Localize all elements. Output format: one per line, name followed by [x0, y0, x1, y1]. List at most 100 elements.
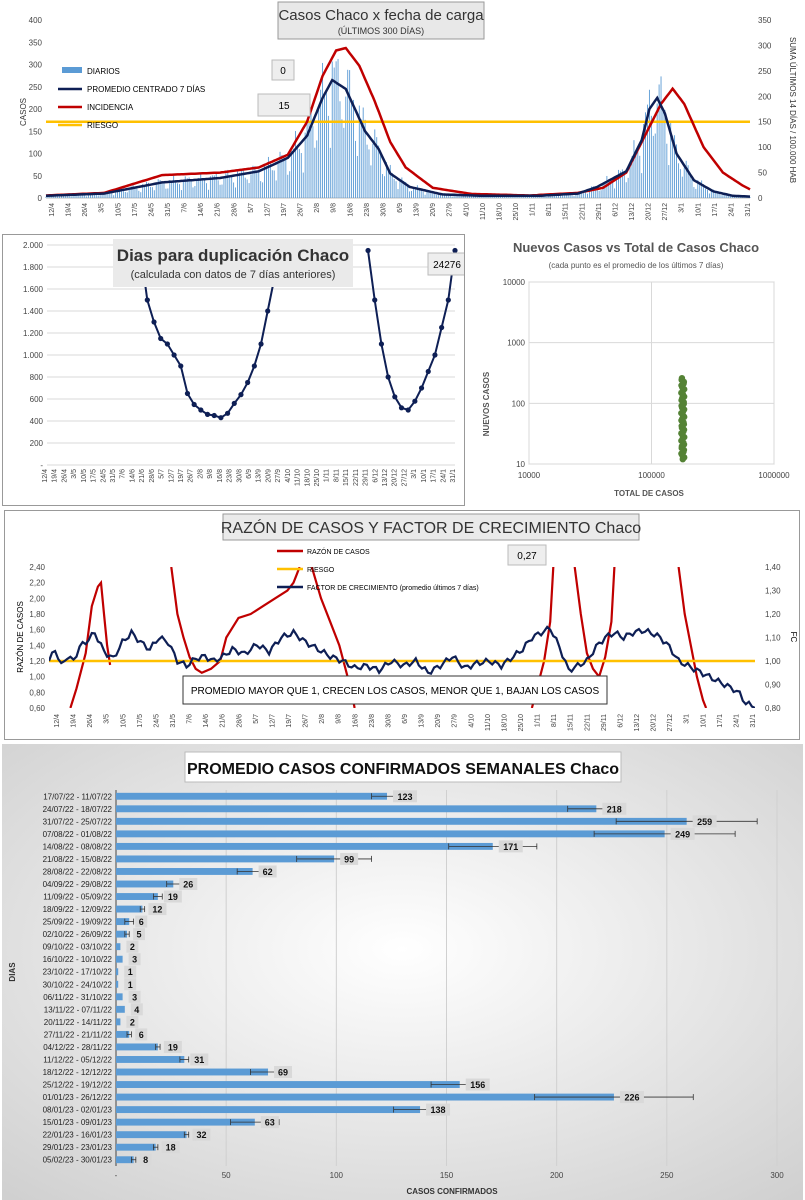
razon-y2-tick: 1,20 [765, 610, 781, 619]
diarios-bar [571, 195, 573, 198]
casos-x-tick: 11/10 [480, 203, 487, 220]
diarios-bar [403, 180, 405, 198]
diarios-bar [492, 196, 494, 198]
diarios-bar [57, 195, 59, 198]
diarios-bar [314, 147, 316, 198]
diarios-bar [122, 191, 124, 198]
duplicacion-x-tick: 14/6 [129, 469, 136, 483]
semanales-value-box [426, 1103, 451, 1116]
semanales-bar [116, 830, 665, 838]
razon-title-box [222, 513, 640, 541]
diarios-bar [68, 194, 70, 198]
diarios-bar [194, 186, 196, 198]
diarios-bar [631, 156, 633, 198]
diarios-bar [99, 195, 101, 198]
semanales-bar [116, 1081, 460, 1088]
diarios-bar [289, 171, 291, 198]
semanales-value-box [340, 852, 359, 865]
diarios-bar [608, 179, 610, 198]
diarios-bar [333, 67, 335, 198]
diarios-bar [356, 155, 358, 198]
razon-y2-tick: 1,40 [765, 563, 781, 572]
diarios-bar [639, 155, 641, 198]
semanales-value-label: 6 [139, 1030, 144, 1040]
semanales-category-label: 05/02/23 - 30/01/23 [43, 1156, 113, 1165]
semanales-value-box [190, 1053, 209, 1066]
diarios-bar [293, 148, 295, 198]
semanales-value-box [130, 1003, 143, 1016]
diarios-bar [256, 170, 258, 198]
casos-x-tick: 20/9 [430, 203, 437, 217]
semanales-bar [116, 1093, 614, 1101]
casos-x-tick: 30/8 [380, 203, 387, 217]
diarios-bar [411, 190, 412, 198]
semanales-x-tick: 300 [770, 1171, 784, 1180]
diarios-bar [279, 151, 281, 198]
diarios-bar [517, 196, 519, 198]
razon-x-tick: 20/12 [651, 714, 658, 732]
razon-x-tick: 12/4 [54, 714, 61, 728]
razon-fc-line [49, 625, 755, 708]
duplicacion-point [452, 247, 458, 254]
semanales-bar [116, 1068, 269, 1076]
diarios-bar [440, 194, 441, 198]
diarios-bar [442, 193, 443, 198]
duplicacion-title-box [113, 239, 353, 287]
diarios-bar [120, 188, 122, 198]
casos-y-tick: 400 [29, 16, 43, 25]
diarios-bar [451, 196, 453, 198]
diarios-bar [519, 197, 521, 198]
semanales-value-box [163, 890, 182, 903]
diarios-bar [565, 193, 567, 198]
diarios-bar [80, 194, 82, 198]
semanales-value-label: 19 [168, 892, 178, 902]
semanales-grid [115, 790, 778, 1166]
diarios-bar [428, 190, 430, 198]
diarios-bar [167, 188, 169, 198]
duplicacion-x-tick: 31/1 [450, 469, 457, 483]
diarios-bar [295, 131, 296, 198]
diarios-bar [173, 175, 175, 198]
duplicacion-y-tick: 2.000 [23, 241, 44, 250]
diarios-bar [476, 196, 478, 198]
diarios-bar [664, 109, 666, 198]
semanales-value-label: 249 [675, 829, 690, 839]
duplicacion-y-tick: 1.600 [23, 285, 44, 294]
casos-x-tick: 6/9 [397, 203, 404, 213]
diarios-bar [219, 184, 221, 198]
semanales-value-box [161, 1141, 180, 1154]
razon-x-tick: 23/8 [369, 714, 376, 728]
semanales-value-box [179, 878, 198, 890]
diarios-bar [618, 169, 619, 198]
diarios-bar [641, 173, 643, 198]
semanales-value-label: 18 [166, 1143, 176, 1153]
diarios-bar [449, 195, 451, 198]
razon-x-tick: 17/5 [137, 714, 144, 728]
diarios-bar [672, 135, 674, 198]
diarios-bar [235, 187, 236, 198]
semanales-value-label: 4 [134, 1005, 139, 1015]
diarios-bar [364, 119, 366, 198]
semanales-value-box [619, 1091, 644, 1104]
diarios-bar [643, 124, 645, 198]
diarios-bar [434, 193, 436, 198]
duplicacion-x-tick: 15/11 [343, 469, 350, 486]
duplicacion-x-tick: 19/4 [52, 469, 59, 483]
casos-x-tick: 2/8 [314, 203, 321, 213]
nuevos-y-tick: 100 [512, 399, 526, 408]
casos-x-tick: 10/1 [695, 203, 702, 217]
semanales-category-labels: 17/07/22 - 11/07/22 24/07/22 - 18/07/22 31… [43, 792, 113, 1164]
diarios-bar [266, 166, 267, 198]
razon-x-tick: 2/8 [319, 714, 326, 724]
diarios-bar [347, 69, 349, 199]
razon-x-tick: 20/9 [435, 714, 442, 728]
semanales-category-label: 23/10/22 - 17/10/22 [43, 968, 113, 977]
casos-promedio-line [45, 78, 751, 198]
duplicacion-series [138, 247, 458, 421]
duplicacion-point [204, 411, 211, 417]
diarios-bar [546, 196, 548, 198]
diarios-bar [589, 189, 590, 198]
semanales-category-label: 11/09/22 - 05/09/22 [43, 893, 112, 902]
nuevos-panel: Nuevos Casos vs Total de Casos Chaco (ca… [469, 234, 803, 506]
duplicacion-x-tick: 9/8 [207, 469, 214, 479]
